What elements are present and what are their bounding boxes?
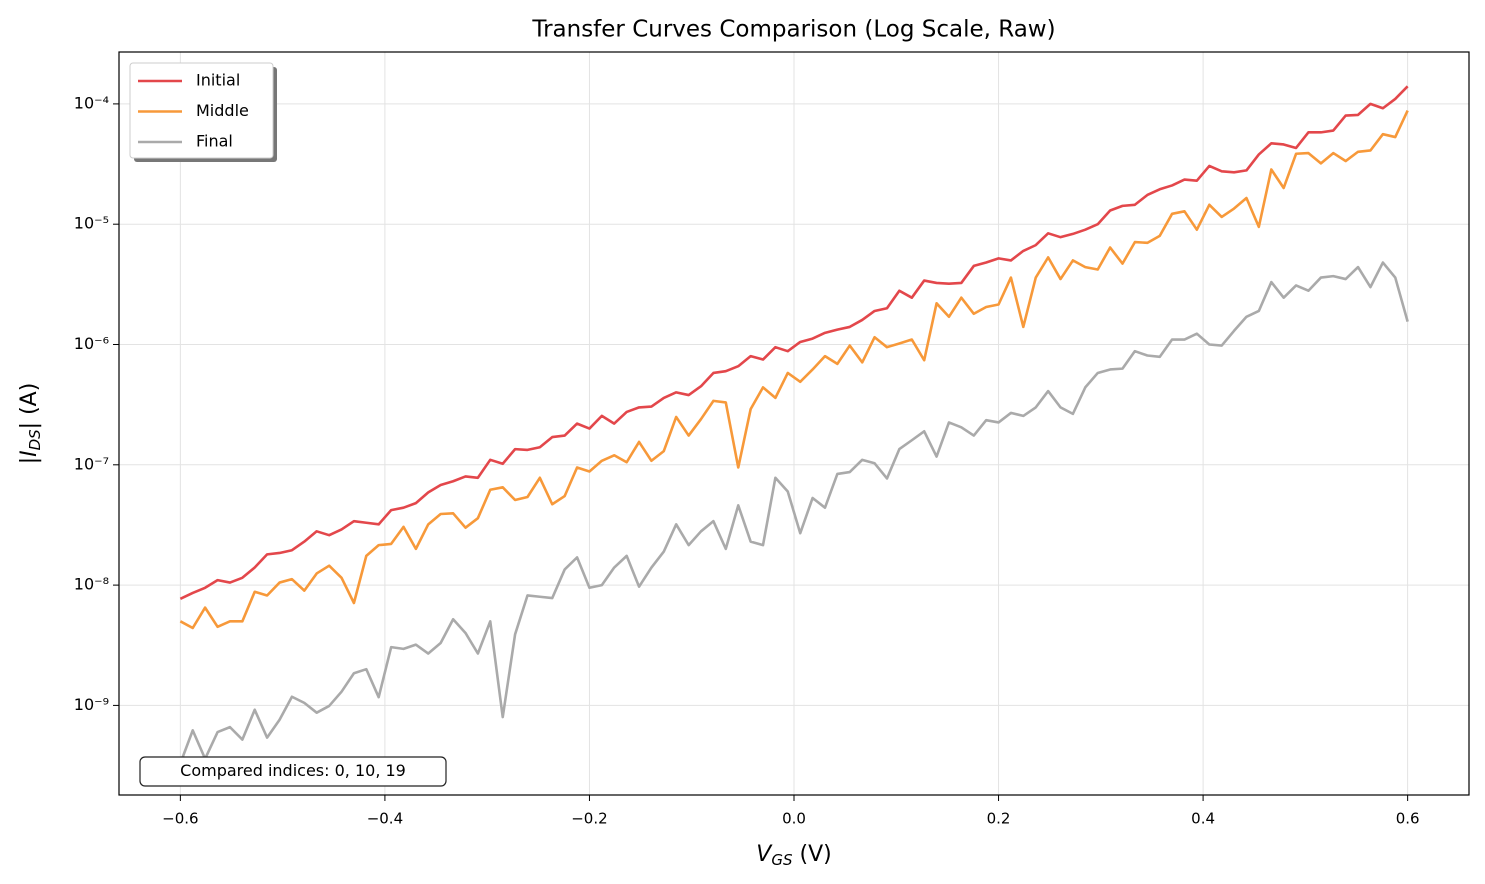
x-tick-label: −0.6 xyxy=(162,810,198,828)
annotation-box xyxy=(139,756,447,787)
y-axis-label-main: |I xyxy=(17,450,42,464)
y-axis-label-sub: DS xyxy=(26,429,44,451)
x-axis-label-main: V xyxy=(756,842,773,867)
data-line xyxy=(179,261,1409,764)
x-tick-label: 0.6 xyxy=(1396,810,1420,828)
y-tick-label: 10⁻⁶ xyxy=(74,334,109,353)
x-tick-label: −0.4 xyxy=(367,810,403,828)
legend-label: Final xyxy=(196,132,233,151)
chart-title: Transfer Curves Comparison (Log Scale, R… xyxy=(531,17,1055,43)
x-tick-label: 0.4 xyxy=(1191,810,1215,828)
y-axis-label: |IDS| (A) xyxy=(17,383,44,465)
data-line xyxy=(179,110,1409,630)
y-tick-label: 10⁻⁷ xyxy=(74,454,109,473)
legend-label: Middle xyxy=(196,101,249,120)
x-tick-label: 0.0 xyxy=(782,810,806,828)
y-tick-label: 10⁻⁵ xyxy=(74,214,109,233)
legend-label: Initial xyxy=(196,71,240,90)
plot-lines xyxy=(179,85,1409,764)
data-line xyxy=(179,85,1409,600)
y-axis-label-rest: | (A) xyxy=(17,383,42,430)
x-axis-label-rest: (V) xyxy=(793,842,832,867)
x-tick-label: −0.2 xyxy=(571,810,607,828)
y-tick-label: 10⁻⁸ xyxy=(74,575,109,594)
x-axis-label: VGS (V) xyxy=(756,842,831,869)
plot-frame xyxy=(118,51,1470,796)
y-tick-label: 10⁻⁴ xyxy=(74,93,109,112)
legend-box xyxy=(129,62,274,159)
x-tick-label: 0.2 xyxy=(987,810,1011,828)
x-axis-label-sub: GS xyxy=(771,851,793,869)
y-tick-label: 10⁻⁹ xyxy=(74,695,109,714)
annotation: Compared indices: 0, 10, 19 xyxy=(180,761,406,780)
